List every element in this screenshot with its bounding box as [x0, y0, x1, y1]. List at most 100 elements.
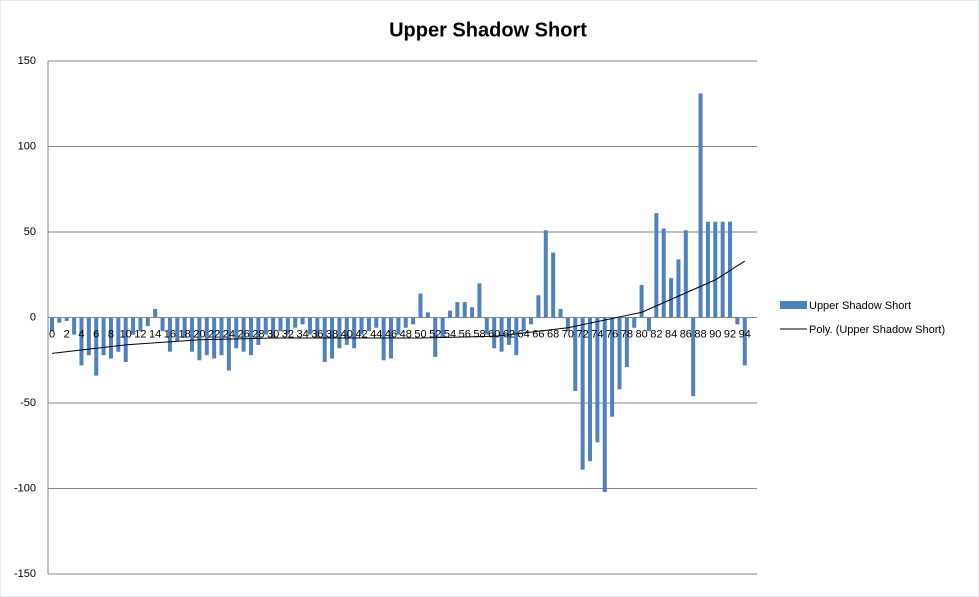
x-tick-label: 18 [179, 328, 191, 340]
x-tick-label: 64 [518, 328, 530, 340]
x-tick-label: 24 [223, 328, 235, 340]
x-tick-label: 84 [665, 328, 677, 340]
bar [300, 317, 305, 325]
bar [720, 221, 725, 318]
bar [425, 312, 430, 318]
bar [337, 317, 342, 349]
bar [344, 317, 349, 345]
bar [145, 317, 150, 327]
bar [683, 230, 688, 318]
x-tick-label: 70 [562, 328, 574, 340]
bar [624, 317, 629, 368]
y-tick-label: -150 [14, 568, 36, 580]
bar [617, 317, 622, 390]
x-tick-label: 4 [78, 328, 84, 340]
bar [728, 221, 733, 318]
x-tick-label: 22 [208, 328, 220, 340]
bar [573, 317, 578, 392]
bar [470, 307, 475, 318]
x-tick-label: 94 [739, 328, 751, 340]
bar [580, 317, 585, 470]
bar [226, 317, 231, 371]
bar [94, 317, 99, 376]
x-tick-label: 88 [694, 328, 706, 340]
bar [396, 317, 401, 335]
bar [661, 228, 666, 318]
bar [352, 317, 357, 349]
bar [131, 317, 136, 335]
bar [565, 317, 570, 332]
bar [669, 278, 674, 318]
bar [366, 317, 371, 332]
y-tick-label: 0 [30, 311, 36, 323]
y-tick-label: 150 [18, 55, 36, 67]
bar [742, 317, 747, 366]
x-tick-label: 90 [709, 328, 721, 340]
bar [632, 317, 637, 328]
bar [50, 317, 54, 332]
x-tick-label: 80 [635, 328, 647, 340]
bar [116, 317, 121, 352]
bar [462, 302, 467, 318]
y-tick-label: 100 [18, 140, 36, 152]
x-tick-label: 42 [355, 328, 367, 340]
x-tick-label: 12 [134, 328, 146, 340]
x-tick-label: 92 [724, 328, 736, 340]
bar [418, 293, 423, 318]
bar [543, 230, 548, 318]
x-tick-label: 50 [414, 328, 426, 340]
x-tick-label: 72 [577, 328, 589, 340]
bar [160, 317, 165, 332]
bar [271, 317, 276, 339]
bar [64, 317, 69, 321]
bar [138, 317, 143, 332]
x-tick-label: 8 [108, 328, 114, 340]
legend-label: Poly. (Upper Shadow Short) [809, 324, 945, 336]
bar [455, 302, 460, 318]
x-tick-label: 40 [341, 328, 353, 340]
x-tick-label: 10 [120, 328, 132, 340]
bar [521, 317, 526, 332]
legend-label: Upper Shadow Short [809, 300, 911, 312]
bar [529, 317, 534, 325]
x-tick-label: 78 [621, 328, 633, 340]
x-tick-label: 6 [93, 328, 99, 340]
x-tick-label: 60 [488, 328, 500, 340]
bar [79, 317, 84, 366]
x-tick-label: 74 [591, 328, 603, 340]
bar [359, 317, 364, 335]
x-tick-label: 28 [252, 328, 264, 340]
x-tick-label: 36 [311, 328, 323, 340]
bar [123, 317, 128, 362]
bar [403, 317, 408, 328]
x-tick-label: 32 [282, 328, 294, 340]
x-tick-label: 52 [429, 328, 441, 340]
bar [374, 317, 379, 328]
bar [676, 259, 681, 318]
y-tick-label: -50 [20, 397, 36, 409]
bar [691, 317, 696, 397]
x-tick-label: 44 [370, 328, 382, 340]
bar [440, 317, 445, 339]
bar [285, 317, 290, 335]
y-tick-label: 50 [24, 226, 36, 238]
bar [108, 317, 113, 359]
x-tick-label: 34 [296, 328, 308, 340]
x-tick-label: 58 [473, 328, 485, 340]
bar [558, 308, 563, 318]
x-tick-label: 68 [547, 328, 559, 340]
bar [588, 317, 593, 462]
bar [241, 317, 246, 352]
bar [153, 308, 158, 318]
bar [735, 317, 740, 325]
bar [101, 317, 106, 356]
bar [447, 310, 452, 318]
bar [248, 317, 253, 356]
x-tick-label: 76 [606, 328, 618, 340]
bar [646, 317, 651, 332]
bar [411, 317, 416, 325]
bar [307, 317, 312, 335]
bar [315, 317, 320, 339]
bar [278, 317, 283, 332]
